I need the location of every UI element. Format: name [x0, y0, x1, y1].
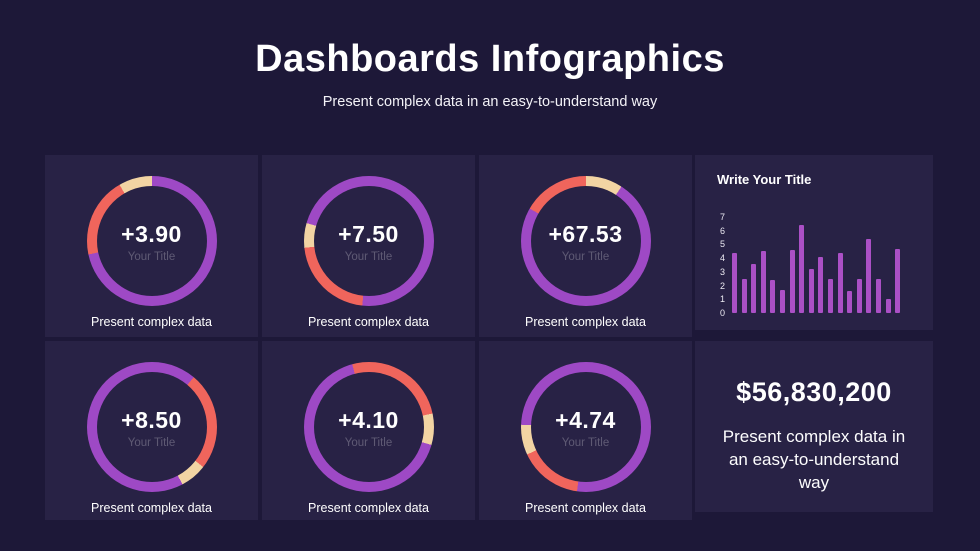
donut-caption: Present complex data	[525, 315, 646, 329]
bar	[866, 238, 872, 313]
bar	[799, 225, 805, 313]
bar	[732, 252, 737, 313]
donut-hole	[96, 186, 207, 296]
donut-label: Your Title	[127, 251, 176, 263]
bar	[789, 249, 795, 313]
y-tick-label: 2	[719, 280, 725, 291]
donut-caption: Present complex data	[308, 501, 429, 515]
donut-caption: Present complex data	[91, 501, 212, 515]
donut-grid: +3.90 Your Title Present complex data +7…	[45, 155, 692, 520]
page-subtitle: Present complex data in an easy-to-under…	[322, 94, 658, 110]
donut-hole	[530, 186, 641, 296]
stat-card: $56,830,200 Present complex data in an e…	[695, 341, 933, 512]
donut-card-2: +7.50 Your Title Present complex data	[262, 155, 475, 337]
bar-chart-title: Write Your Title	[717, 172, 812, 187]
bar	[856, 278, 862, 313]
donut-card-3: +67.53 Your Title Present complex data	[479, 155, 692, 337]
stat-value: $56,830,200	[736, 377, 892, 407]
donut-card-6: +4.74 Your Title Present complex data	[479, 341, 692, 520]
donut-label: Your Title	[344, 437, 393, 449]
donut-label: Your Title	[127, 437, 176, 449]
bar	[827, 278, 833, 313]
bar	[847, 291, 853, 313]
bar-chart-card: Write Your Title 7 6 5 4 3 2 1 0	[695, 155, 933, 330]
donut-value: +4.74	[555, 407, 616, 433]
y-tick-label: 5	[719, 239, 725, 250]
bar	[885, 299, 891, 313]
donut-chart: +8.50 Your Title	[86, 362, 217, 492]
y-tick-label: 3	[719, 266, 725, 277]
donut-chart: +4.10 Your Title	[303, 362, 434, 492]
bar	[751, 263, 757, 313]
bar	[895, 248, 901, 313]
page-title: Dashboards Infographics	[255, 38, 725, 80]
donut-hole	[530, 372, 641, 482]
bar	[760, 251, 766, 313]
bar	[770, 280, 776, 313]
y-tick-label: 4	[719, 253, 725, 264]
y-tick-label: 7	[719, 212, 725, 222]
donut-hole	[96, 372, 207, 482]
donut-card-5: +4.10 Your Title Present complex data	[262, 341, 475, 520]
donut-chart: +67.53 Your Title	[520, 176, 651, 306]
header: Dashboards Infographics Present complex …	[0, 0, 980, 110]
y-tick-label: 6	[719, 225, 725, 236]
donut-caption: Present complex data	[525, 501, 646, 515]
donut-caption: Present complex data	[91, 315, 212, 329]
donut-value: +4.10	[338, 407, 399, 433]
donut-value: +67.53	[548, 221, 623, 247]
donut-hole	[313, 186, 424, 296]
bar	[808, 269, 814, 313]
bar	[875, 278, 881, 313]
donut-card-1: +3.90 Your Title Present complex data	[45, 155, 258, 337]
donut-card-4: +8.50 Your Title Present complex data	[45, 341, 258, 520]
donut-chart: +4.74 Your Title	[520, 362, 651, 492]
donut-label: Your Title	[561, 251, 610, 263]
donut-chart: +7.50 Your Title	[303, 176, 434, 306]
donut-value: +3.90	[121, 221, 182, 247]
bar	[818, 256, 824, 313]
y-tick-label: 1	[719, 294, 725, 305]
donut-label: Your Title	[344, 251, 393, 263]
bar	[779, 289, 785, 313]
donut-caption: Present complex data	[308, 315, 429, 329]
stat-text: Present complex data in an easy-to-under…	[722, 427, 906, 492]
donut-hole	[313, 372, 424, 482]
bar	[741, 278, 747, 313]
right-column: Write Your Title 7 6 5 4 3 2 1 0 $56,830,200 Pr…	[695, 155, 933, 512]
donut-value: +8.50	[121, 407, 182, 433]
bar-chart-y-axis: 7 6 5 4 3 2 1 0	[717, 212, 725, 318]
donut-value: +7.50	[338, 221, 399, 247]
bar-chart: 7 6 5 4 3 2 1 0	[717, 213, 911, 317]
bar-chart-bars	[732, 217, 901, 313]
donut-chart: +3.90 Your Title	[86, 176, 217, 306]
donut-label: Your Title	[561, 437, 610, 449]
y-tick-label: 0	[719, 307, 725, 318]
bar	[837, 252, 843, 313]
